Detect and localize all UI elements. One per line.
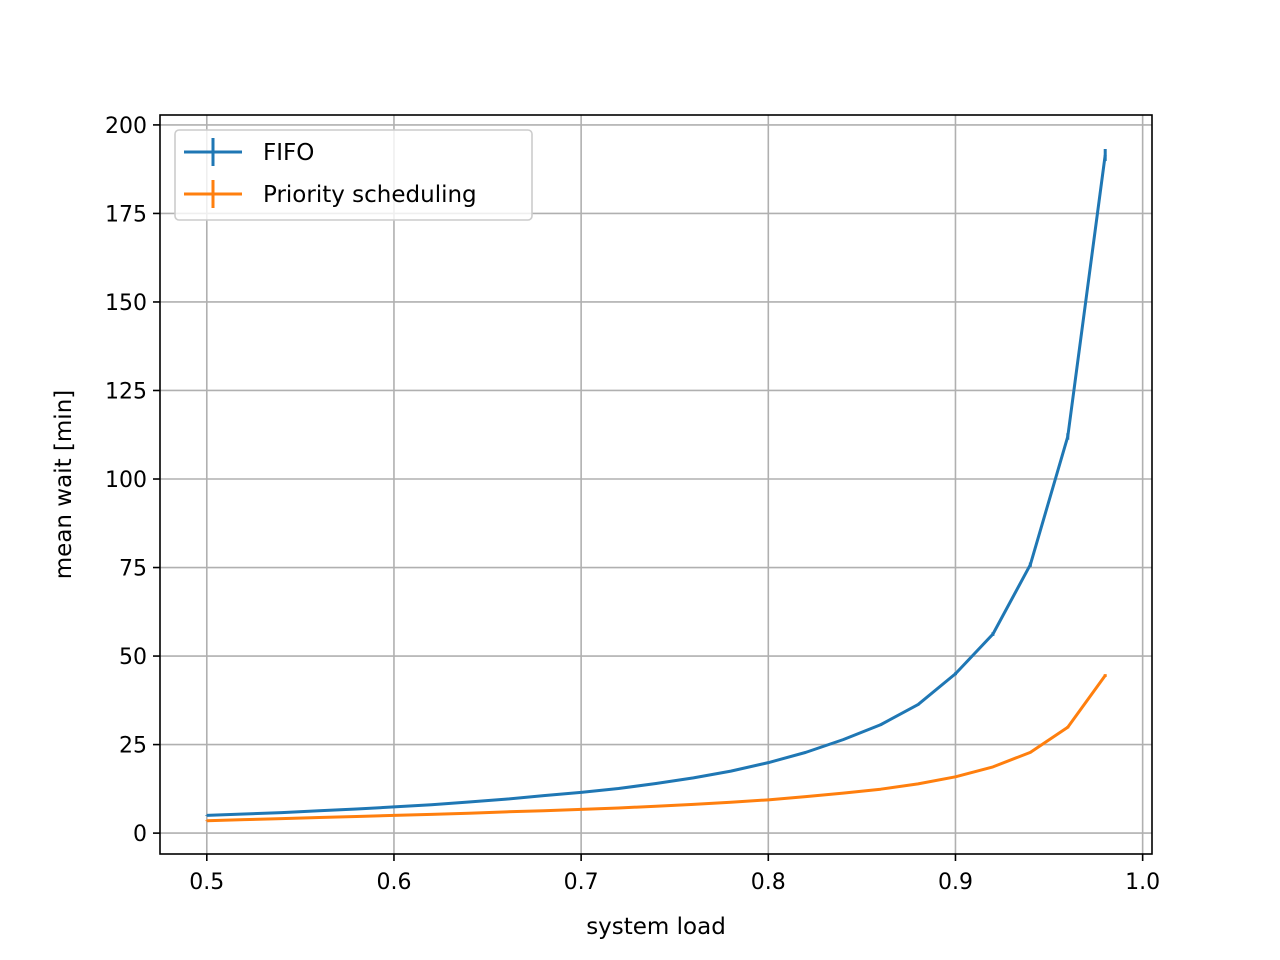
series-0	[205, 148, 1107, 817]
y-tick-label: 0	[133, 822, 147, 847]
y-tick-label: 100	[105, 468, 147, 493]
x-axis-label: system load	[586, 914, 726, 940]
y-tick-label: 150	[105, 291, 147, 316]
legend-entry: Priority scheduling	[184, 180, 477, 208]
legend: FIFO Priority scheduling	[174, 129, 533, 221]
y-axis-label: mean wait [min]	[51, 390, 77, 579]
y-tick-label: 175	[105, 202, 147, 227]
legend-label: FIFO	[263, 140, 314, 166]
y-tick-label: 25	[119, 734, 147, 759]
y-tick-label: 125	[105, 379, 147, 404]
x-tick-label: 0.8	[751, 870, 786, 895]
ticks: 0.5 0.6 0.7 0.8 0.9 1.0 0 25 50 75 100 125 150 175 200	[105, 114, 1160, 895]
series-1	[205, 674, 1107, 823]
series-layer	[205, 148, 1107, 823]
grid	[160, 115, 1152, 854]
x-tick-label: 0.6	[376, 870, 411, 895]
legend-label: Priority scheduling	[263, 182, 477, 208]
x-tick-label: 1.0	[1125, 870, 1160, 895]
x-tick-label: 0.5	[189, 870, 224, 895]
legend-entry: FIFO	[184, 138, 314, 166]
y-tick-label: 50	[119, 645, 147, 670]
y-tick-label: 200	[105, 114, 147, 139]
x-tick-label: 0.9	[938, 870, 973, 895]
x-tick-label: 0.7	[564, 870, 599, 895]
legend-box	[174, 129, 533, 221]
y-tick-label: 75	[119, 557, 147, 582]
plot-area	[160, 115, 1152, 854]
plot-frame	[159, 114, 1153, 855]
